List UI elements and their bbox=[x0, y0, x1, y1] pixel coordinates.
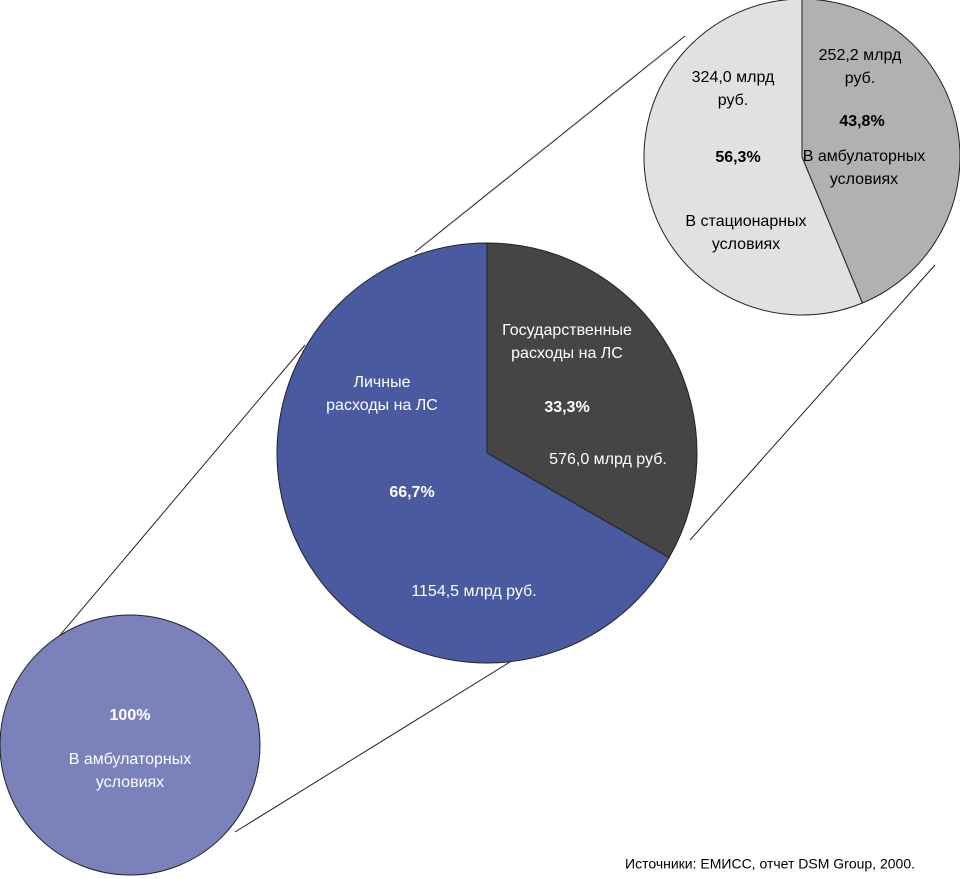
value-label: 66,7% bbox=[389, 484, 434, 501]
value-label: 56,3% bbox=[715, 149, 760, 166]
slice-label: условиях bbox=[96, 774, 164, 791]
slice-label: Государственные bbox=[502, 322, 632, 339]
slice-label: В амбулаторных bbox=[803, 148, 925, 165]
slice-label: Личные bbox=[353, 374, 410, 391]
value-label: 100% bbox=[110, 707, 151, 724]
connector bbox=[689, 264, 936, 541]
amount-label: 324,0 млрд bbox=[692, 69, 775, 86]
amount-label: руб. bbox=[718, 92, 749, 109]
connector bbox=[414, 35, 686, 253]
slice-label: условиях bbox=[830, 171, 898, 188]
slice-label: условиях bbox=[712, 236, 780, 253]
amount-label: 252,2 млрд bbox=[819, 47, 902, 64]
slice-label: В стационарных bbox=[685, 213, 806, 230]
pie-slice bbox=[0, 614, 261, 876]
slice-label: В амбулаторных bbox=[69, 751, 191, 768]
source-note: Источники: ЕМИСС, отчет DSM Group, 2000. bbox=[625, 856, 915, 872]
connector bbox=[49, 344, 306, 648]
value-label: 43,8% bbox=[839, 113, 884, 130]
slice-label: расходы на ЛС bbox=[326, 397, 438, 414]
pie-slice bbox=[643, 0, 864, 316]
slice-label: расходы на ЛС bbox=[511, 345, 623, 362]
amount-label: 1154,5 млрд руб. bbox=[411, 583, 536, 600]
pie-slice bbox=[276, 242, 670, 664]
value-label: 33,3% bbox=[544, 399, 589, 416]
pie-slice bbox=[486, 242, 698, 559]
amount-label: 576,0 млрд руб. bbox=[549, 451, 667, 468]
pie-slice bbox=[801, 0, 960, 304]
amount-label: руб. bbox=[845, 70, 876, 87]
